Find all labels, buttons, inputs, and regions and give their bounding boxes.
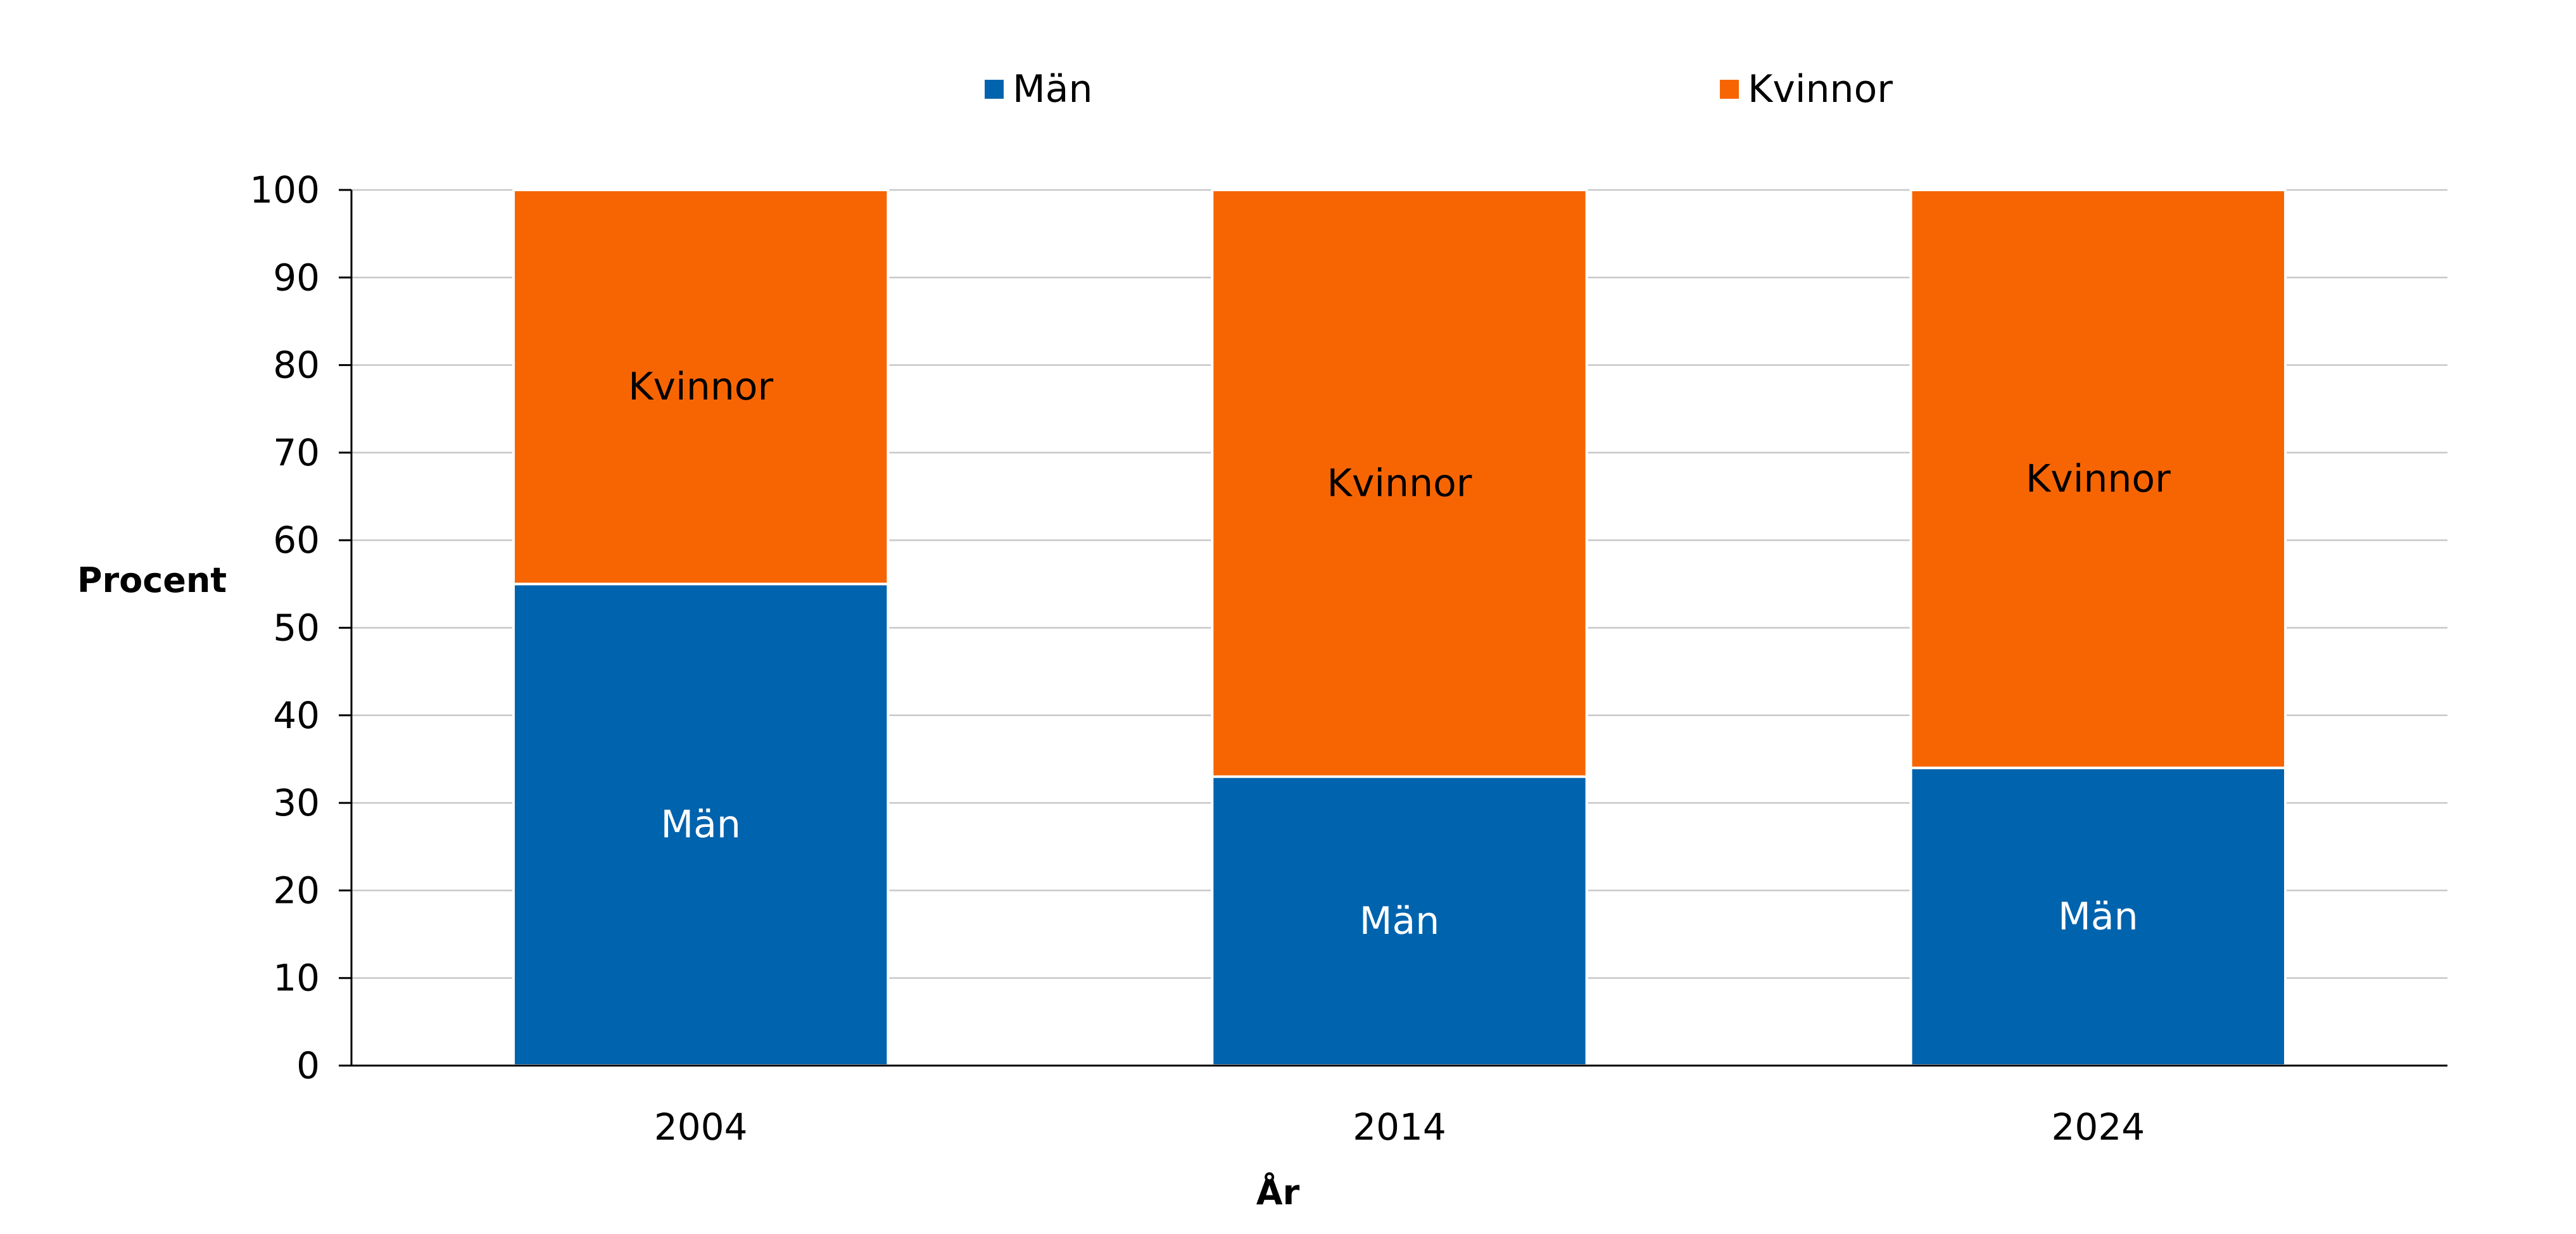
- segment-label: Kvinnor: [2026, 456, 2171, 501]
- bar-segment-kvinnor: [1909, 189, 2287, 769]
- legend-swatch: [1720, 80, 1739, 99]
- legend-label: Män: [1013, 67, 1093, 111]
- bar-segment-man: [1909, 766, 2287, 1067]
- segment-label: Kvinnor: [1327, 461, 1472, 505]
- axes: 0 10 20 30 40 50 60 70 80 90 100 2004 2014 2024: [249, 168, 2447, 1149]
- y-tick-label: 70: [273, 431, 320, 474]
- legend-swatch: [985, 80, 1004, 99]
- y-tick-label: 40: [273, 694, 320, 737]
- y-tick-label: 90: [273, 256, 320, 299]
- segment-label: Män: [1360, 899, 1440, 943]
- x-tick-label: 2024: [2052, 1105, 2145, 1149]
- segment-label: Män: [2058, 895, 2138, 939]
- y-tick-label: 60: [273, 519, 320, 562]
- legend-label: Kvinnor: [1748, 67, 1893, 111]
- y-axis-title: Procent: [77, 560, 227, 600]
- bar-segment-kvinnor: [512, 189, 890, 586]
- x-axis-title: År: [1256, 1173, 1300, 1212]
- y-tick-label: 50: [273, 607, 320, 650]
- y-tick-label: 10: [273, 957, 320, 1000]
- legend: Män Kvinnor: [985, 67, 1893, 111]
- y-tick-label: 20: [273, 869, 320, 912]
- x-tick-label: 2014: [1353, 1105, 1446, 1149]
- bar-segment-kvinnor: [1211, 189, 1588, 778]
- y-tick-label: 0: [296, 1044, 320, 1087]
- segment-label: Kvinnor: [628, 365, 773, 409]
- y-tick-label: 100: [249, 168, 320, 211]
- y-tick-label: 30: [273, 781, 320, 824]
- y-tick-label: 80: [273, 344, 320, 387]
- segment-label: Män: [660, 803, 741, 847]
- x-tick-label: 2004: [654, 1105, 748, 1149]
- bars: Män Kvinnor Män Kvinnor Män Kvinnor: [512, 189, 2287, 1067]
